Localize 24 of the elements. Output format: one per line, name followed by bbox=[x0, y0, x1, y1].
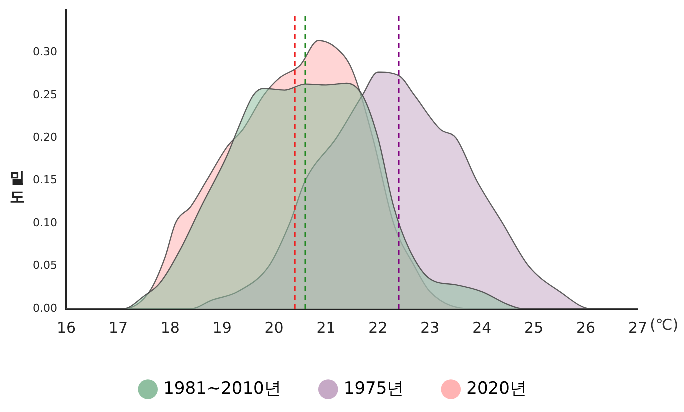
x-tick-label: 16 bbox=[56, 318, 76, 337]
x-tick-label: 21 bbox=[316, 318, 336, 337]
x-axis-title: (℃) bbox=[650, 316, 679, 334]
x-tick-label: 27 bbox=[628, 318, 648, 337]
x-tick-label: 18 bbox=[160, 318, 180, 337]
y-tick-label: 0.00 bbox=[32, 302, 58, 315]
x-tick-label: 25 bbox=[524, 318, 544, 337]
y-tick-label: 0.15 bbox=[32, 174, 58, 187]
y-tick-label: 0.10 bbox=[32, 216, 58, 230]
x-tick-label: 23 bbox=[420, 318, 440, 337]
y-tick-label: 0.25 bbox=[32, 88, 58, 102]
x-tick-label: 24 bbox=[472, 318, 492, 337]
y-tick-label: 0.05 bbox=[32, 259, 58, 272]
y-tick-label: 0.30 bbox=[32, 46, 58, 59]
x-tick-label: 17 bbox=[108, 318, 128, 337]
x-tick-label: 19 bbox=[212, 318, 232, 337]
legend-label: 2020년 bbox=[466, 378, 527, 399]
x-tick-label: 22 bbox=[368, 318, 388, 337]
y-tick-label: 0.20 bbox=[32, 131, 58, 144]
x-tick-label: 20 bbox=[264, 318, 284, 337]
legend-label: 1981~2010년 bbox=[164, 378, 282, 399]
y-axis-title: 밀도 bbox=[8, 160, 27, 202]
x-tick-label: 26 bbox=[576, 318, 596, 337]
legend-label: 1975년 bbox=[344, 378, 404, 399]
